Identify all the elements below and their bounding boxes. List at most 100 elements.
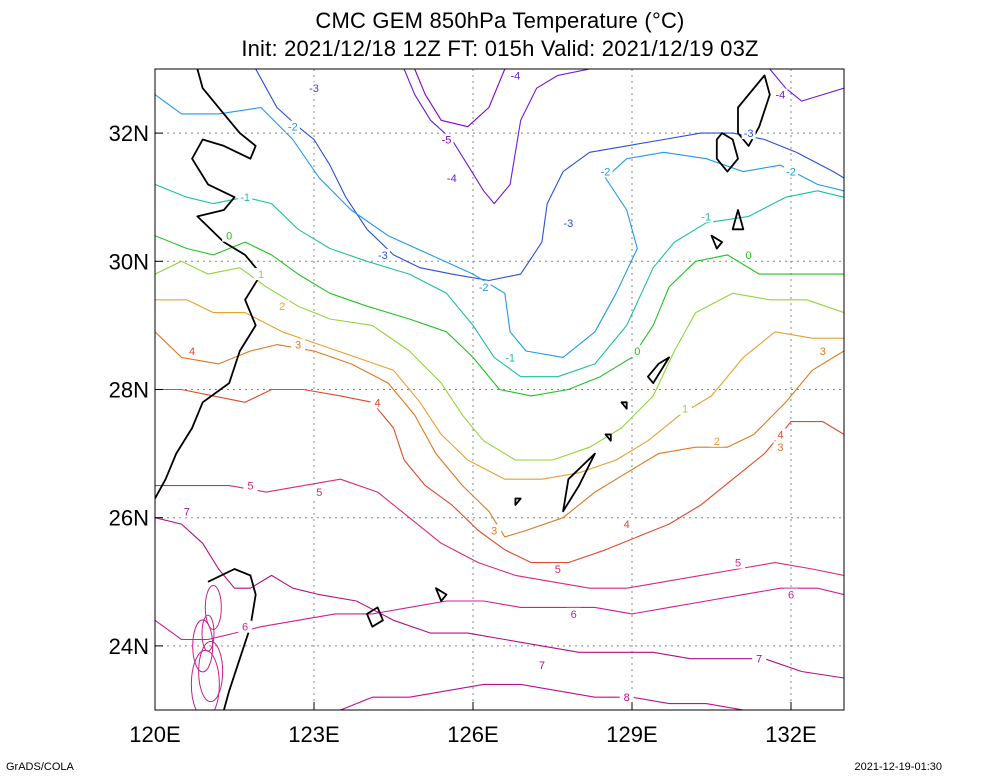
contour-label-bg [285, 120, 300, 133]
contour-line [403, 69, 590, 205]
island-outline [366, 606, 384, 628]
contour-label: 5 [735, 558, 741, 570]
x-tick-label: 120E [129, 722, 180, 747]
contour-label-bg [815, 345, 830, 358]
contour-label-bg [222, 229, 237, 242]
contour-label: 6 [788, 590, 794, 602]
contour-label-bg [784, 588, 798, 601]
contour-label: 6 [242, 622, 248, 634]
contour-line [414, 69, 506, 128]
contour-label: -4 [447, 173, 457, 185]
contour-label: -1 [701, 211, 711, 223]
contour-label-bg [185, 345, 200, 358]
contour-label-bg [598, 165, 613, 178]
contour-label: -1 [505, 352, 515, 364]
contour-line [155, 388, 844, 564]
contour-line [155, 587, 844, 641]
contour-label-bg [370, 396, 385, 409]
contour-label: -2 [288, 122, 298, 134]
coastline [207, 568, 257, 710]
contour-label: 4 [777, 429, 783, 441]
y-tick-label: 26N [109, 506, 149, 531]
contour-line [155, 331, 844, 538]
contour-line [192, 619, 214, 673]
contour-label: 1 [682, 404, 688, 416]
contour-label-bg [741, 127, 756, 140]
footer-credit: GrADS/COLA [6, 761, 74, 773]
contour-label: -5 [442, 135, 452, 147]
contour-label-bg [476, 280, 491, 293]
contour-label: 3 [820, 346, 826, 358]
contour-label: 2 [279, 301, 285, 313]
contour-label: 3 [491, 526, 497, 538]
contour-label: 4 [375, 397, 381, 409]
contour-label: 6 [571, 609, 577, 621]
contour-label: 5 [555, 564, 561, 576]
y-tick-label: 28N [109, 378, 149, 403]
contour-label: -2 [786, 167, 796, 179]
contour-label: 5 [247, 481, 253, 493]
contour-line [190, 649, 220, 710]
contour-label-bg [307, 82, 321, 95]
contour-label-bg [179, 505, 194, 518]
contour-label-bg [752, 652, 767, 665]
y-tick-label: 30N [109, 249, 149, 274]
contour-label: -2 [479, 282, 489, 294]
contour-label: 3 [295, 340, 301, 352]
contour-label: -2 [601, 167, 611, 179]
island-outline [620, 401, 628, 410]
contour-line [155, 299, 844, 480]
contour-label: -3 [564, 218, 574, 230]
contour-label-bg [444, 171, 459, 184]
contour-label-bg [699, 210, 714, 223]
contour-label-bg [375, 248, 390, 261]
contour-label-bg [784, 165, 798, 178]
contour-label: 5 [316, 487, 322, 499]
contour-label: -3 [378, 250, 388, 262]
contour-label-bg [619, 518, 634, 531]
contour-label-bg [561, 216, 576, 229]
contour-label-bg [773, 428, 788, 441]
contour-line [155, 517, 844, 679]
island-outline [647, 356, 670, 384]
x-tick-label: 126E [447, 722, 498, 747]
contour-label-bg [630, 345, 645, 358]
contour-label: 0 [226, 231, 232, 243]
contour-label: 0 [746, 250, 752, 262]
contour-label-bg [508, 69, 523, 82]
contour-label: 1 [258, 269, 264, 281]
island-outline [731, 209, 745, 231]
contour-label: -3 [744, 128, 754, 140]
contour-label-bg [709, 434, 724, 447]
contour-label-bg [439, 133, 454, 146]
y-tick-label: 32N [109, 121, 149, 146]
contour-label: 7 [184, 506, 190, 518]
contour-label-bg [550, 562, 565, 575]
chart-subtitle: Init: 2021/12/18 12Z FT: 015h Valid: 202… [241, 36, 759, 61]
coastline [155, 69, 262, 499]
island-outline [435, 587, 448, 602]
island-outline [514, 497, 522, 506]
contour-label-bg [487, 524, 502, 537]
contour-label-bg [238, 191, 253, 204]
contour-label: -4 [511, 70, 521, 82]
contour-label-bg [275, 300, 290, 313]
contour-label-bg [619, 691, 634, 704]
contour-label-bg [773, 441, 788, 454]
contour-label: 2 [714, 436, 720, 448]
island-outline [715, 132, 739, 173]
contour-label-bg [731, 556, 745, 569]
axes: 120E 123E 126E 129E 132E 24N 26N 28N 30N 32N [109, 121, 817, 747]
contour-label-bg [741, 248, 756, 261]
coastlines [155, 69, 771, 710]
chart-title: CMC GEM 850hPa Temperature (°C) [315, 8, 685, 33]
contour-label-bg [291, 338, 306, 351]
island-outline [562, 452, 596, 513]
contour-label-bg [773, 88, 788, 101]
contour-label: 4 [624, 519, 630, 531]
contour-label: -4 [776, 90, 786, 102]
x-tick-label: 123E [288, 722, 339, 747]
island-outline [604, 433, 612, 442]
grid-lines [155, 69, 844, 710]
